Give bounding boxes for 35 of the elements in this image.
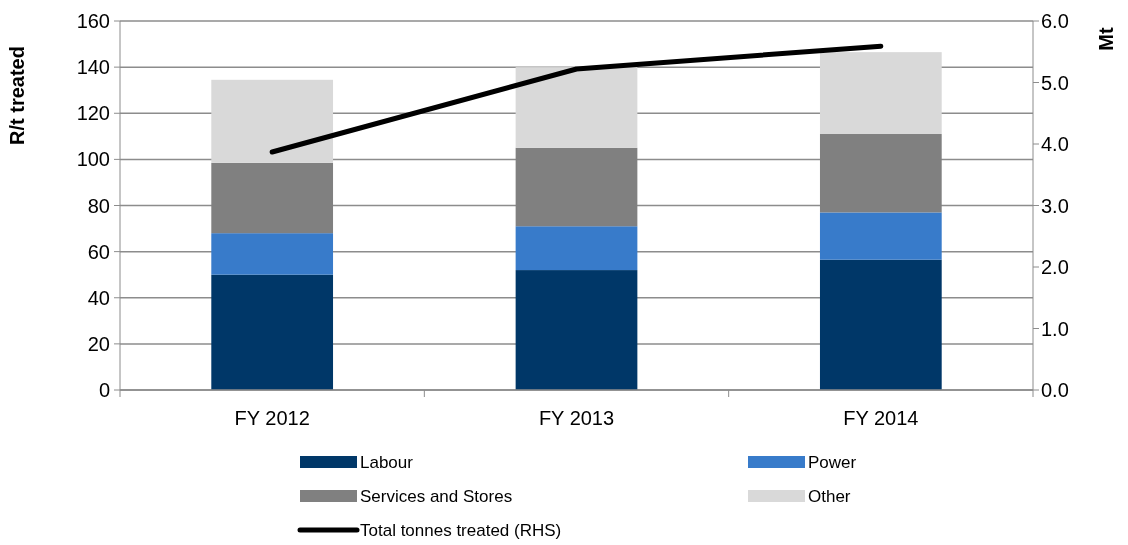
bar	[515, 226, 638, 271]
y2-tick-label: 3.0	[1041, 194, 1069, 217]
legend-label: Power	[808, 452, 857, 472]
y-tick-label: 160	[76, 10, 110, 32]
y-tick-label: 100	[76, 148, 110, 171]
y2-tick-label: 4.0	[1041, 133, 1069, 155]
bar	[819, 52, 942, 135]
bar	[211, 274, 334, 390]
y-tick-label: 20	[87, 332, 110, 355]
bar	[819, 212, 942, 260]
y2-tick-label: 5.0	[1041, 71, 1069, 94]
y-tick-label: 140	[76, 56, 110, 79]
legend-label: Labour	[360, 452, 414, 472]
y-axis-title: R/t treated	[6, 46, 28, 145]
y-tick-label: 80	[87, 194, 110, 217]
x-tick-label: FY 2014	[843, 407, 919, 429]
y-tick-label: 60	[87, 240, 110, 263]
y-tick-label: 40	[87, 286, 110, 309]
y-tick-label: 120	[76, 102, 110, 125]
bar	[515, 270, 638, 390]
y2-tick-label: 2.0	[1041, 256, 1069, 278]
y2-tick-label: 1.0	[1041, 317, 1069, 340]
x-tick-label: FY 2013	[538, 407, 615, 429]
bar	[211, 233, 334, 275]
bar	[515, 67, 638, 148]
y2-axis-title: Mt	[1095, 27, 1117, 51]
bar	[211, 79, 334, 163]
x-tick-label: FY 2012	[234, 407, 310, 429]
legend-label: Other	[808, 486, 851, 506]
y-tick-label: 0	[98, 379, 110, 401]
legend-label: Services and Stores	[360, 486, 513, 506]
bar	[819, 259, 942, 390]
y2-tick-label: 6.0	[1041, 10, 1069, 32]
y2-tick-label: 0.0	[1041, 379, 1069, 401]
legend-label: Total tonnes treated (RHS)	[360, 520, 562, 540]
